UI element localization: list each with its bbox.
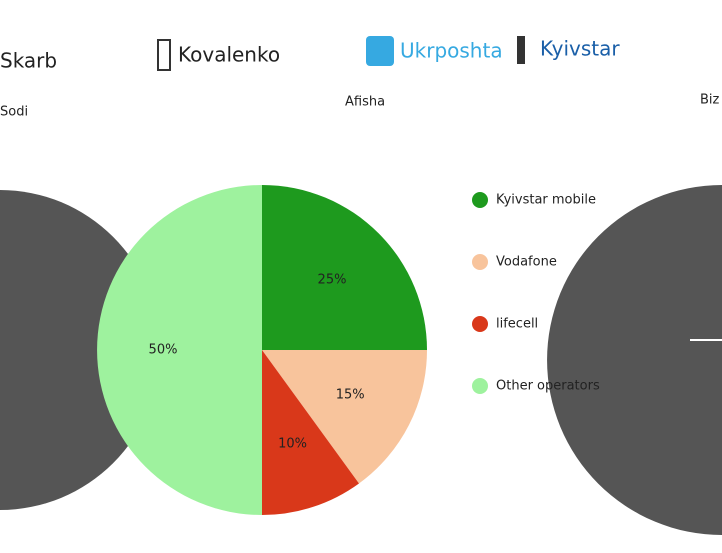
legend-label: Kyivstar mobile <box>496 193 596 208</box>
slice-label: 10% <box>278 437 307 452</box>
side-pie-right <box>547 185 722 535</box>
slice-label: 15% <box>336 387 365 402</box>
header-sub: Biz <box>700 93 720 108</box>
header-sub: Afisha <box>345 95 385 110</box>
logo-icon <box>517 36 525 64</box>
header-sub: Sodi <box>0 105 28 120</box>
legend-swatch <box>472 192 488 208</box>
pie-slice <box>262 350 427 484</box>
legend-swatch <box>472 254 488 270</box>
legend-label: Other operators <box>496 379 600 394</box>
logo-text: Kyivstar <box>540 37 620 61</box>
legend-label: Vodafone <box>496 255 557 270</box>
logo-text: Ukrposhta <box>400 39 503 63</box>
slice-label: 50% <box>149 343 178 358</box>
logo-icon <box>366 36 394 66</box>
legend-swatch <box>472 378 488 394</box>
pie-slice <box>97 185 262 515</box>
header-left: Skarb <box>0 49 57 73</box>
slice-label: 25% <box>318 272 347 287</box>
chart: 25% 15% 10% 50% Kyivstar mobile Vodafone lifec… <box>97 185 600 515</box>
logo-icon <box>157 39 171 71</box>
legend-label: lifecell <box>496 317 538 332</box>
logo-text: Kovalenko <box>178 43 280 67</box>
pie-slice <box>262 350 359 515</box>
legend-swatch <box>472 316 488 332</box>
pie-slice <box>262 185 427 350</box>
